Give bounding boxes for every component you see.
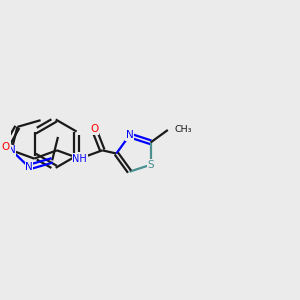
Text: N: N [25,162,33,172]
Text: CH₃: CH₃ [174,125,192,134]
Text: O: O [2,142,10,152]
Text: O: O [90,124,98,134]
Text: NH: NH [72,154,87,164]
Text: S: S [148,160,154,170]
Text: N: N [126,130,134,140]
Text: N: N [8,145,15,155]
